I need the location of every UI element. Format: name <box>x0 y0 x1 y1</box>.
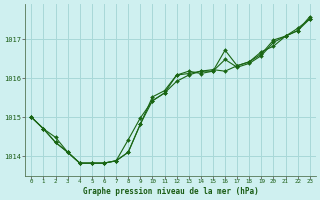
X-axis label: Graphe pression niveau de la mer (hPa): Graphe pression niveau de la mer (hPa) <box>83 187 259 196</box>
